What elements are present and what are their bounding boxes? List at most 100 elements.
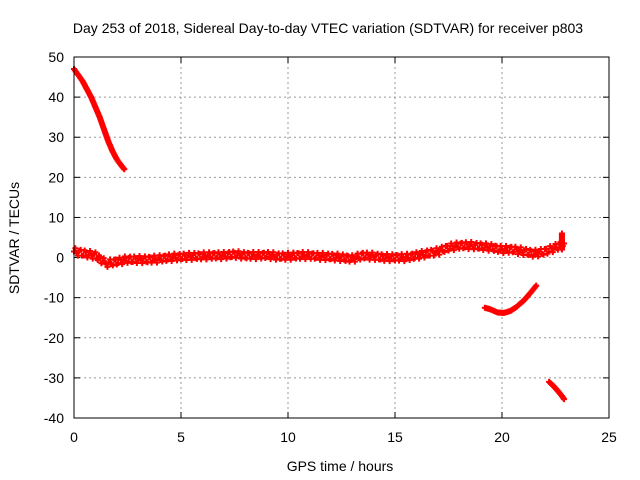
x-tick-label: 15 bbox=[387, 429, 403, 445]
data-point bbox=[302, 256, 309, 263]
data-point bbox=[139, 260, 146, 267]
data-point bbox=[287, 256, 294, 263]
data-point bbox=[319, 249, 326, 256]
series-main-trace bbox=[71, 239, 568, 270]
data-point bbox=[476, 245, 483, 252]
data-point bbox=[295, 250, 302, 257]
data-point bbox=[540, 251, 547, 258]
data-point bbox=[433, 245, 440, 252]
data-point bbox=[223, 255, 230, 262]
data-point bbox=[151, 252, 158, 259]
data-point bbox=[482, 240, 489, 247]
data-point bbox=[461, 244, 468, 251]
data-point bbox=[369, 249, 376, 256]
data-point bbox=[383, 250, 390, 257]
data-point bbox=[532, 246, 539, 253]
y-tick-label: -20 bbox=[44, 330, 64, 346]
data-point bbox=[153, 259, 160, 266]
data-points bbox=[71, 66, 568, 403]
series-late-arc bbox=[481, 282, 540, 316]
chart-title: Day 253 of 2018, Sidereal Day-to-day VTE… bbox=[73, 20, 583, 36]
data-point bbox=[203, 256, 210, 263]
data-point bbox=[500, 250, 507, 257]
data-point bbox=[450, 247, 457, 254]
data-point bbox=[339, 251, 346, 258]
data-point bbox=[115, 260, 122, 267]
data-point bbox=[533, 282, 540, 289]
x-tick-label: 25 bbox=[601, 429, 617, 445]
x-tick-label: 0 bbox=[70, 429, 78, 445]
data-point bbox=[421, 254, 428, 261]
data-point bbox=[305, 249, 312, 256]
y-tick-label: 0 bbox=[56, 250, 64, 266]
data-point bbox=[503, 243, 510, 250]
data-point bbox=[100, 255, 107, 262]
data-point bbox=[366, 256, 373, 263]
data-point bbox=[238, 255, 245, 262]
data-point bbox=[267, 256, 274, 263]
data-point bbox=[406, 256, 413, 263]
data-point bbox=[161, 252, 168, 259]
data-point bbox=[218, 256, 225, 263]
x-tick-label: 10 bbox=[280, 429, 296, 445]
data-point bbox=[409, 250, 416, 257]
data-point bbox=[418, 247, 425, 254]
data-point bbox=[485, 247, 492, 254]
data-point bbox=[72, 245, 79, 252]
data-point bbox=[220, 248, 227, 255]
data-point bbox=[468, 239, 475, 246]
data-point bbox=[164, 256, 171, 263]
data-point bbox=[252, 256, 259, 263]
data-point bbox=[515, 251, 522, 258]
data-point bbox=[436, 251, 443, 258]
data-point bbox=[255, 248, 262, 255]
data-point bbox=[136, 252, 143, 259]
data-point bbox=[250, 249, 257, 256]
data-point bbox=[488, 241, 495, 248]
data-point bbox=[561, 396, 568, 403]
y-tick-label: 30 bbox=[48, 129, 64, 145]
series-early-drop bbox=[71, 66, 128, 173]
data-point bbox=[377, 256, 384, 263]
data-point bbox=[357, 256, 364, 263]
y-tick-label: -10 bbox=[44, 290, 64, 306]
x-tick-label: 20 bbox=[494, 429, 510, 445]
data-point bbox=[351, 258, 358, 265]
data-point bbox=[334, 250, 341, 257]
data-point bbox=[535, 253, 542, 260]
data-point bbox=[188, 256, 195, 263]
data-point bbox=[441, 248, 448, 255]
data-point bbox=[235, 248, 242, 255]
data-point bbox=[147, 254, 154, 261]
data-point bbox=[327, 256, 334, 263]
data-point bbox=[517, 244, 524, 251]
x-axis-label: GPS time / hours bbox=[287, 458, 394, 474]
y-tick-label: -30 bbox=[44, 370, 64, 386]
data-point bbox=[112, 256, 119, 263]
y-tick-label: 50 bbox=[48, 49, 64, 65]
data-point bbox=[200, 249, 207, 256]
data-point bbox=[558, 246, 565, 253]
data-point bbox=[270, 249, 277, 256]
grid-lines bbox=[74, 57, 609, 418]
data-point bbox=[206, 249, 213, 256]
data-point bbox=[299, 249, 306, 256]
data-point bbox=[173, 257, 180, 264]
data-point bbox=[92, 249, 99, 256]
data-point bbox=[317, 256, 324, 263]
data-point bbox=[549, 249, 556, 256]
data-point bbox=[104, 263, 111, 270]
data-point bbox=[168, 258, 175, 265]
data-point bbox=[337, 258, 344, 265]
data-point bbox=[246, 250, 253, 257]
data-point bbox=[386, 258, 393, 265]
y-axis-label: SDTVAR / TECUs bbox=[6, 182, 22, 294]
data-point bbox=[119, 261, 126, 268]
series-final-drop bbox=[546, 378, 568, 403]
data-point bbox=[525, 252, 532, 259]
y-tick-label: 20 bbox=[48, 169, 64, 185]
data-point bbox=[97, 254, 104, 261]
data-point bbox=[528, 248, 535, 255]
y-tick-label: 40 bbox=[48, 89, 64, 105]
